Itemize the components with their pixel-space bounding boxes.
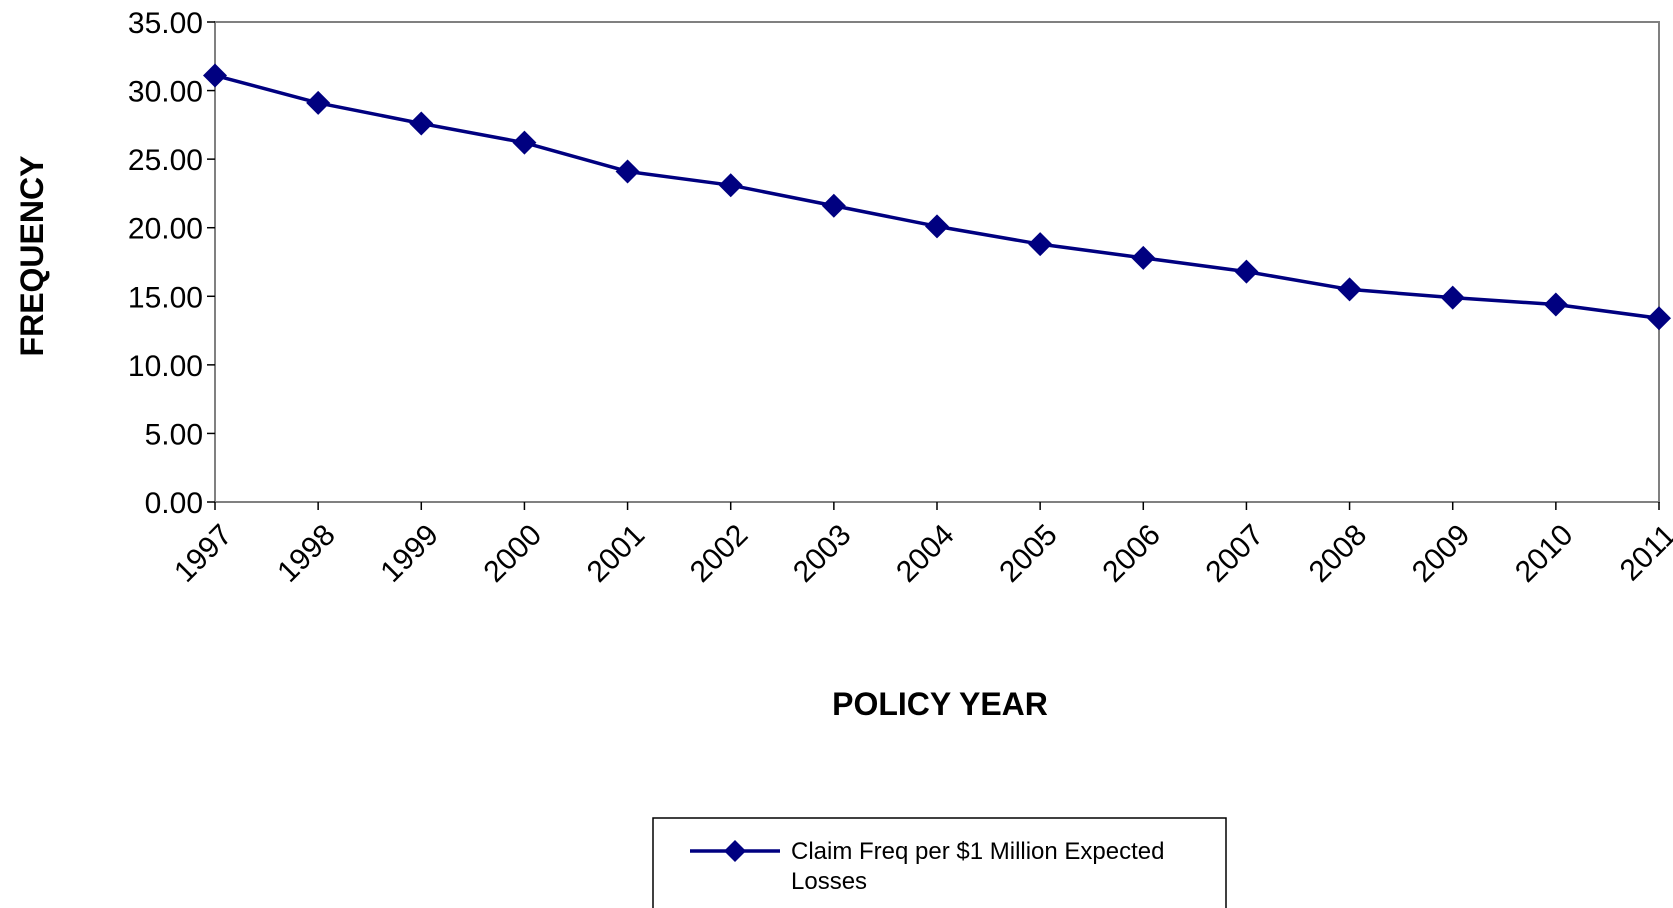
legend-label-line-2: Losses — [791, 868, 867, 895]
y-tick-label: 25.00 — [128, 144, 203, 177]
x-tick-label: 1999 — [374, 518, 445, 589]
data-point-marker — [1647, 306, 1671, 331]
y-tick-label: 30.00 — [128, 76, 203, 109]
data-point-marker — [1337, 277, 1362, 302]
series-layer — [203, 63, 1671, 331]
x-axis: 1997 1998 1999 2000 2001 2002 2003 2004 2005 2006… — [168, 502, 1673, 589]
x-tick-label: 2011 — [1614, 518, 1673, 587]
data-point-marker — [1440, 285, 1465, 310]
data-point-marker — [925, 214, 949, 239]
y-tick-label: 35.00 — [128, 7, 203, 40]
x-tick-label: 2002 — [684, 518, 755, 589]
data-point-marker — [821, 193, 846, 218]
data-point-marker — [1543, 292, 1568, 317]
data-point-marker — [1131, 245, 1156, 270]
x-tick-label: 2000 — [478, 518, 549, 589]
data-point-marker — [1234, 259, 1259, 284]
data-point-marker — [718, 173, 743, 198]
legend-label-line-1: Claim Freq per $1 Million Expected — [791, 838, 1165, 865]
legend-diamond-marker — [724, 840, 746, 862]
legend: Claim Freq per $1 Million Expected Losse… — [652, 817, 1227, 908]
data-point-marker — [512, 130, 537, 155]
y-tick-label: 0.00 — [145, 487, 203, 520]
x-tick-label: 2007 — [1200, 518, 1271, 589]
data-point-marker — [1028, 232, 1053, 257]
legend-box — [652, 817, 1227, 908]
y-tick-label: 5.00 — [145, 418, 203, 451]
y-axis: 0.00 5.00 10.00 15.00 20.00 25.00 30.00 35.00 — [128, 7, 215, 520]
x-tick-label: 1997 — [168, 518, 239, 589]
y-tick-label: 20.00 — [128, 213, 203, 246]
x-tick-label: 2004 — [890, 518, 961, 589]
plot-area — [214, 21, 1660, 503]
data-point-marker — [615, 159, 640, 184]
x-tick-label: 2009 — [1406, 518, 1477, 589]
x-tick-label: 2003 — [787, 518, 858, 589]
data-point-marker — [306, 90, 331, 115]
x-tick-label: 2005 — [993, 518, 1064, 589]
x-tick-label: 2008 — [1303, 518, 1374, 589]
x-tick-label: 2010 — [1509, 518, 1580, 589]
x-tick-label: 2001 — [581, 518, 652, 589]
x-tick-label: 2006 — [1096, 518, 1167, 589]
data-point-marker — [409, 111, 434, 136]
data-point-marker — [203, 63, 227, 88]
x-axis-title: POLICY YEAR — [832, 686, 1048, 722]
y-tick-label: 10.00 — [128, 350, 203, 383]
y-axis-title: FREQUENCY — [14, 156, 50, 357]
y-tick-label: 15.00 — [128, 281, 203, 314]
x-tick-label: 1998 — [271, 518, 342, 589]
